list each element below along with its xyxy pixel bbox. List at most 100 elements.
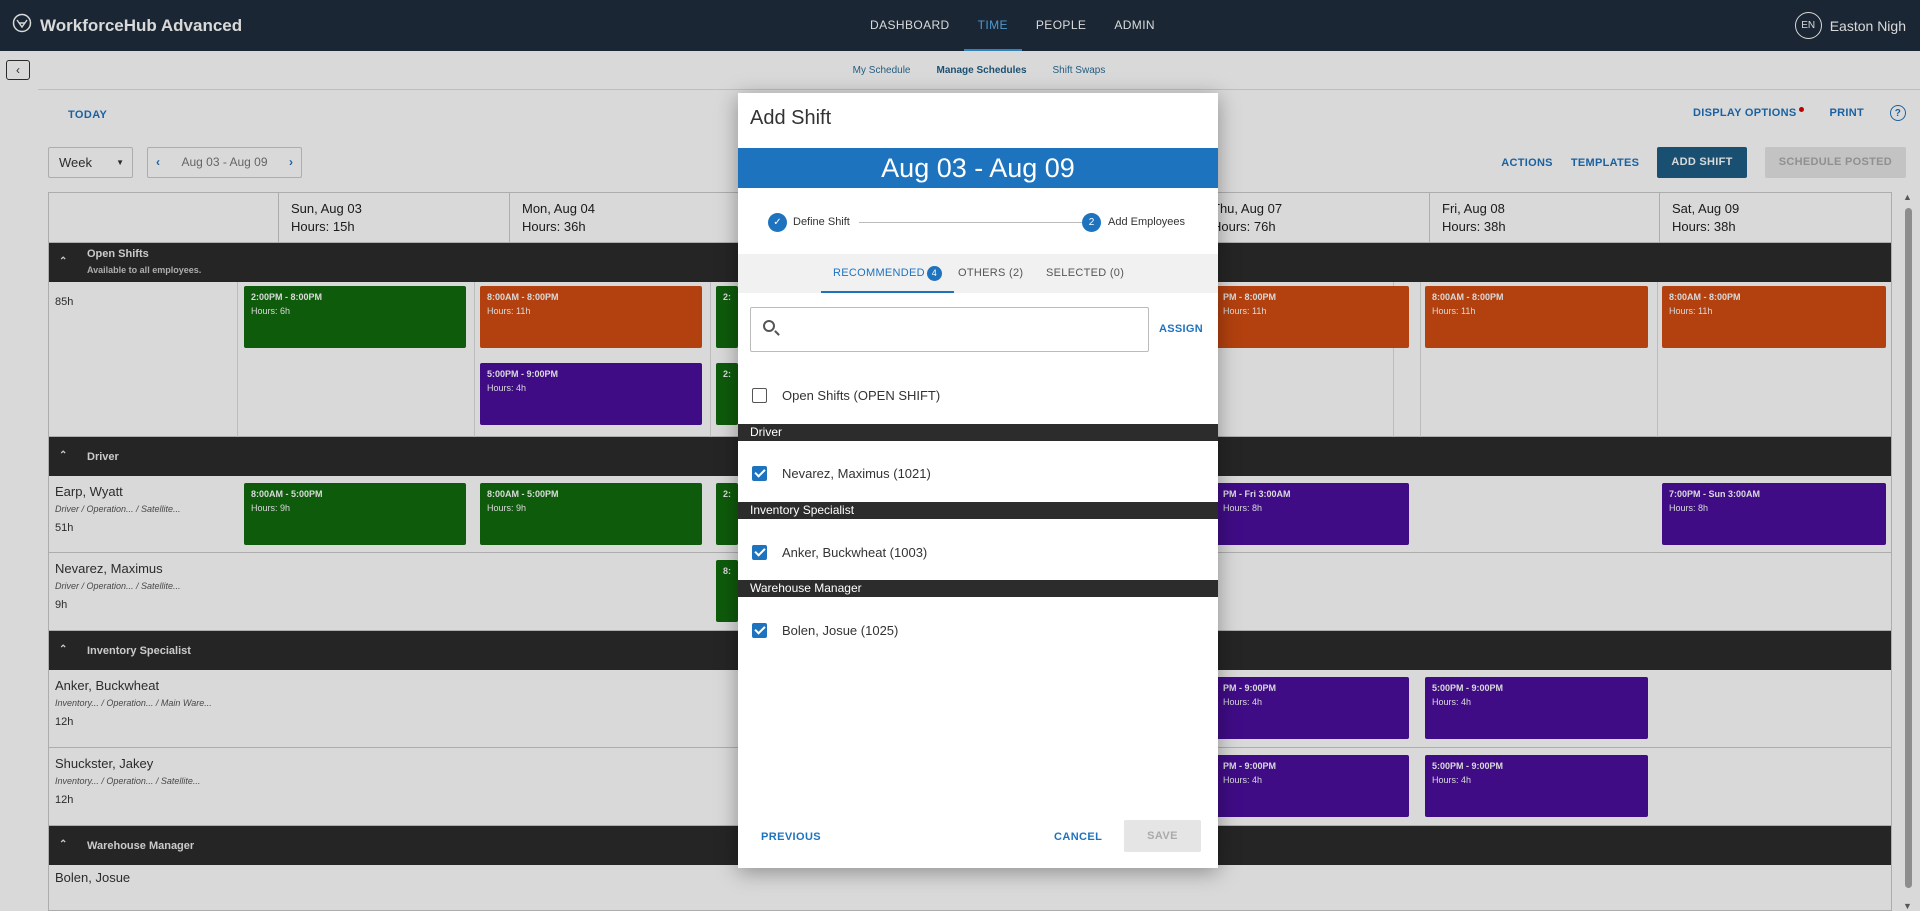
employee-name[interactable]: Shuckster, Jakey: [55, 756, 154, 771]
checkbox[interactable]: [752, 545, 767, 560]
employee-option[interactable]: Anker, Buckwheat (1003): [738, 541, 1218, 565]
shift-time: 2:: [723, 292, 732, 302]
shift-block[interactable]: 2:: [716, 363, 738, 425]
subnav-shift-swaps[interactable]: Shift Swaps: [1052, 64, 1106, 76]
prev-week-icon[interactable]: ‹: [156, 155, 160, 169]
day-label: Thu, Aug 07: [1212, 201, 1283, 216]
nav-time[interactable]: TIME: [963, 0, 1022, 51]
shift-block[interactable]: PM - Fri 3:00AM Hours: 8h: [1216, 483, 1409, 545]
scroll-down-icon[interactable]: ▼: [1903, 901, 1912, 911]
display-options-button[interactable]: DISPLAY OPTIONS: [1693, 107, 1804, 119]
section-header: Warehouse Manager: [738, 580, 1218, 597]
shift-block[interactable]: 8:00AM - 5:00PM Hours: 9h: [480, 483, 702, 545]
grid-scrollbar[interactable]: ▲ ▼: [1902, 192, 1914, 911]
shift-time: 8:00AM - 5:00PM: [487, 489, 559, 499]
shift-block[interactable]: 8:00AM - 5:00PM Hours: 9h: [244, 483, 466, 545]
brand[interactable]: WorkforceHub Advanced: [12, 0, 242, 51]
user-menu[interactable]: EN Easton Nigh: [1794, 0, 1906, 51]
top-navbar: WorkforceHub Advanced DASHBOARD TIME PEO…: [0, 0, 1920, 51]
employee-option[interactable]: Nevarez, Maximus (1021): [738, 462, 1218, 486]
day-header-sat: Sat, Aug 09 Hours: 38h: [1659, 193, 1891, 243]
print-button[interactable]: PRINT: [1829, 107, 1864, 119]
modal-title: Add Shift: [750, 107, 832, 129]
modal-footer: PREVIOUS CANCEL SAVE: [738, 820, 1218, 856]
shift-hours: Hours: 4h: [1223, 696, 1263, 707]
option-label: Nevarez, Maximus (1021): [782, 466, 931, 481]
unsaved-dot-icon: [1798, 107, 1804, 112]
scroll-up-icon[interactable]: ▲: [1903, 192, 1912, 202]
nav-dashboard[interactable]: DASHBOARD: [870, 18, 950, 32]
chevron-up-icon: ⌃: [59, 450, 68, 461]
employee-hours: 9h: [55, 599, 68, 611]
shift-time: 2:: [723, 369, 732, 379]
actions-button[interactable]: ACTIONS: [1501, 156, 1553, 169]
shift-time: PM - Fri 3:00AM: [1223, 489, 1291, 499]
shift-block[interactable]: 2:00PM - 8:00PM Hours: 6h: [244, 286, 466, 348]
section-header: Driver: [738, 424, 1218, 441]
checkbox[interactable]: [752, 623, 767, 638]
search-input[interactable]: [791, 316, 1131, 344]
day-label: Fri, Aug 08: [1442, 201, 1505, 216]
employee-name[interactable]: Bolen, Josue: [55, 870, 131, 885]
checkbox[interactable]: [752, 388, 767, 403]
shift-block[interactable]: PM - 8:00PM Hours: 11h: [1216, 286, 1409, 348]
step-add-employees[interactable]: Add Employees: [1108, 216, 1186, 228]
nav-people[interactable]: PEOPLE: [1035, 18, 1087, 32]
shift-hours: Hours: 6h: [251, 305, 291, 316]
shift-block[interactable]: 2:: [716, 483, 738, 545]
shift-block[interactable]: 7:00PM - Sun 3:00AM Hours: 8h: [1662, 483, 1886, 545]
group-title: Warehouse Manager: [87, 840, 195, 852]
group-title: Open Shifts: [87, 248, 149, 260]
employee-hours: 12h: [55, 794, 74, 806]
shift-block[interactable]: 5:00PM - 9:00PM Hours: 4h: [480, 363, 702, 425]
tab-selected[interactable]: SELECTED (0): [1046, 267, 1125, 279]
next-week-icon[interactable]: ›: [288, 155, 293, 169]
cancel-button[interactable]: CANCEL: [1054, 831, 1103, 843]
employee-path: Inventory... / Operation... / Main Ware.…: [55, 698, 212, 708]
collapse-sidebar-icon[interactable]: ‹: [6, 60, 30, 80]
open-shift-option[interactable]: Open Shifts (OPEN SHIFT): [738, 384, 1218, 408]
shift-block[interactable]: 5:00PM - 9:00PM Hours: 4h: [1425, 677, 1648, 739]
shift-block[interactable]: PM - 9:00PM Hours: 4h: [1216, 677, 1409, 739]
scrollbar-thumb[interactable]: [1905, 208, 1912, 888]
employee-option[interactable]: Bolen, Josue (1025): [738, 619, 1218, 643]
employee-row: Bolen, Josue: [49, 865, 1891, 910]
shift-block[interactable]: 8:00AM - 8:00PM Hours: 11h: [480, 286, 702, 348]
shift-block[interactable]: 8:00AM - 8:00PM Hours: 11h: [1425, 286, 1648, 348]
tab-recommended[interactable]: RECOMMENDED 4: [821, 254, 954, 293]
nav-admin[interactable]: ADMIN: [1114, 18, 1155, 32]
shift-hours: Hours: 11h: [1223, 305, 1267, 316]
shift-block[interactable]: PM - 9:00PM Hours: 4h: [1216, 755, 1409, 817]
subnav-my-schedule[interactable]: My Schedule: [852, 64, 911, 76]
shift-block[interactable]: 8:: [716, 560, 738, 622]
schedule-posted-button[interactable]: SCHEDULE POSTED: [1764, 147, 1906, 178]
templates-button[interactable]: TEMPLATES: [1570, 156, 1640, 169]
subnav-manage-schedules[interactable]: Manage Schedules: [936, 64, 1027, 76]
shift-block[interactable]: 2:: [716, 286, 738, 348]
date-range-label[interactable]: Aug 03 - Aug 09: [181, 155, 268, 169]
employee-name[interactable]: Nevarez, Maximus: [55, 561, 163, 576]
today-button[interactable]: TODAY: [68, 109, 108, 121]
brand-name: WorkforceHub Advanced: [40, 15, 243, 35]
day-header-fri: Fri, Aug 08 Hours: 38h: [1429, 193, 1659, 243]
employee-name[interactable]: Anker, Buckwheat: [55, 678, 160, 693]
checkbox[interactable]: [752, 466, 767, 481]
help-icon[interactable]: ?: [1890, 105, 1906, 121]
shift-time: 5:00PM - 9:00PM: [1432, 761, 1504, 771]
save-button[interactable]: SAVE: [1124, 820, 1201, 852]
day-hours: Hours: 15h: [291, 219, 355, 234]
shift-block[interactable]: 8:00AM - 8:00PM Hours: 11h: [1662, 286, 1886, 348]
view-select[interactable]: Week ▼: [48, 147, 133, 178]
add-shift-button[interactable]: ADD SHIFT: [1657, 147, 1747, 178]
shift-hours: Hours: 4h: [487, 382, 527, 393]
employee-name[interactable]: Earp, Wyatt: [55, 484, 123, 499]
assign-button[interactable]: ASSIGN: [1159, 323, 1203, 335]
tab-others[interactable]: OTHERS (2): [958, 267, 1024, 279]
search-icon: [763, 320, 775, 332]
previous-button[interactable]: PREVIOUS: [761, 831, 822, 843]
shift-block[interactable]: 5:00PM - 9:00PM Hours: 4h: [1425, 755, 1648, 817]
option-label: Open Shifts (OPEN SHIFT): [782, 388, 941, 403]
add-shift-modal: Add Shift Aug 03 - Aug 09 ✓ Define Shift…: [738, 93, 1218, 868]
open-shifts-row: 85h 2:00PM - 8:00PM Hours: 6h 8:00AM - 8:…: [49, 282, 1891, 437]
step-define-shift[interactable]: Define Shift: [793, 216, 850, 228]
